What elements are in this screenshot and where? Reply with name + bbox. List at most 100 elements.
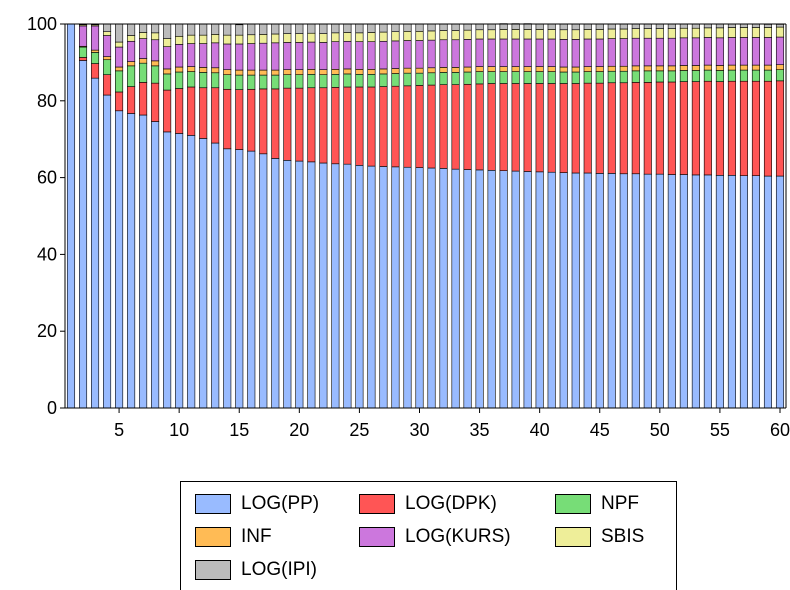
bar-segment xyxy=(295,23,304,34)
bar-segment xyxy=(66,23,76,409)
bar-segment xyxy=(163,38,172,47)
x-tick-label: 60 xyxy=(770,420,790,440)
bar-segment xyxy=(583,38,592,67)
bar-segment xyxy=(223,43,232,71)
bar-segment xyxy=(391,85,400,168)
bar-segment xyxy=(427,72,436,86)
bar-segment xyxy=(535,29,544,40)
legend-item: INF xyxy=(195,526,272,548)
bar-segment xyxy=(271,69,280,76)
bar-segment xyxy=(475,66,484,72)
bar-segment xyxy=(583,82,592,174)
bar-segment xyxy=(775,69,785,82)
bar-segment xyxy=(319,33,328,43)
bar-segment xyxy=(703,69,712,82)
bar-segment xyxy=(487,66,496,72)
bar-segment xyxy=(475,169,484,409)
bar-segment xyxy=(103,23,112,32)
bar-segment xyxy=(415,72,424,86)
bar-segment xyxy=(283,74,292,89)
bar-segment xyxy=(451,23,460,31)
bar-segment xyxy=(439,39,448,68)
bar-segment xyxy=(355,86,364,166)
legend: LOG(PP) LOG(DPK) NPF INF LOG(KURS) SBIS LOG(IP… xyxy=(180,481,677,590)
bar-segment xyxy=(151,65,160,84)
legend-swatch xyxy=(195,494,231,514)
bar-segment xyxy=(151,32,160,41)
bar-segment xyxy=(607,65,616,72)
bar-segment xyxy=(187,71,196,88)
legend-swatch xyxy=(555,494,591,514)
legend-swatch xyxy=(195,527,231,547)
bar-segment xyxy=(763,24,772,28)
bar-segment xyxy=(319,69,328,75)
bar-segment xyxy=(451,67,460,73)
bar-segment xyxy=(547,23,556,30)
bar-segment xyxy=(79,57,88,61)
bar-segment xyxy=(331,23,340,34)
bar-segment xyxy=(427,167,436,409)
bar-segment xyxy=(187,34,196,44)
bar-segment xyxy=(163,46,172,70)
bar-segment xyxy=(715,81,724,176)
bar-segment xyxy=(319,42,328,70)
bar-segment xyxy=(727,69,736,82)
bar-segment xyxy=(727,27,736,38)
bar-segment xyxy=(535,23,544,30)
bar-segment xyxy=(775,64,785,70)
bar-segment xyxy=(355,23,364,34)
bar-segment xyxy=(655,70,664,83)
bar-segment xyxy=(619,28,628,39)
bar-segment xyxy=(295,74,304,89)
bar-segment xyxy=(271,74,280,90)
bar-segment xyxy=(703,80,712,176)
legend-item: NPF xyxy=(555,493,639,515)
bar-segment xyxy=(199,87,208,139)
x-tick-label: 55 xyxy=(710,420,730,440)
bar-segment xyxy=(415,85,424,168)
bar-segment xyxy=(427,39,436,69)
legend-label: LOG(IPI) xyxy=(241,559,318,580)
bar-segment xyxy=(643,28,652,39)
bar-segment xyxy=(427,67,436,74)
bar-segment xyxy=(307,87,316,163)
bar-segment xyxy=(223,88,232,150)
bar-segment xyxy=(343,163,352,409)
bar-segment xyxy=(187,86,196,136)
bar-segment xyxy=(607,70,616,84)
bar-segment xyxy=(739,64,748,71)
bar-segment xyxy=(511,38,520,67)
bar-segment xyxy=(763,27,772,38)
bar-segment xyxy=(271,33,280,44)
bar-segment xyxy=(259,34,268,44)
bar-segment xyxy=(631,70,640,83)
bar-segment xyxy=(655,65,664,72)
bar-segment xyxy=(127,86,136,114)
bar-segment xyxy=(379,31,388,42)
bar-segment xyxy=(103,31,112,36)
bar-segment xyxy=(691,37,700,66)
bar-segment xyxy=(739,23,748,28)
bar-segment xyxy=(259,42,268,71)
bar-segment xyxy=(211,142,220,409)
bar-segment xyxy=(523,171,532,409)
bar-segment xyxy=(223,34,232,45)
legend-swatch xyxy=(195,560,231,580)
bar-segment xyxy=(271,42,280,71)
bar-segment xyxy=(595,29,604,40)
bar-segment xyxy=(631,82,640,175)
bar-segment xyxy=(247,23,256,36)
bar-segment xyxy=(367,74,376,88)
bar-segment xyxy=(427,30,436,41)
bar-segment xyxy=(103,59,112,75)
bar-segment xyxy=(727,37,736,66)
x-tick-label: 5 xyxy=(114,420,124,440)
bar-segment xyxy=(139,114,148,409)
bar-segment xyxy=(307,32,316,43)
bar-segment xyxy=(691,65,700,71)
bar-segment xyxy=(331,87,340,165)
bar-segment xyxy=(379,68,388,75)
bar-segment xyxy=(643,70,652,83)
bar-segment xyxy=(403,72,412,87)
bar-segment xyxy=(667,28,676,39)
